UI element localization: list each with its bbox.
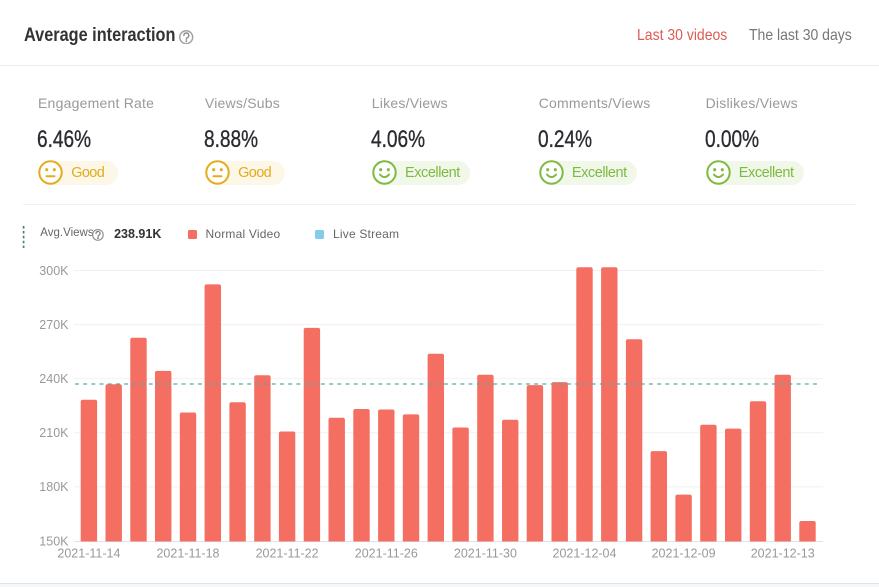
svg-text:180K: 180K — [39, 480, 69, 494]
svg-text:2021-12-04: 2021-12-04 — [553, 547, 617, 561]
svg-text:2021-11-18: 2021-11-18 — [156, 547, 219, 561]
svg-text:150K: 150K — [39, 534, 69, 548]
svg-text:240K: 240K — [39, 372, 69, 386]
svg-text:2021-12-13: 2021-12-13 — [751, 547, 815, 561]
svg-text:2021-11-22: 2021-11-22 — [256, 547, 319, 561]
svg-text:2021-11-14: 2021-11-14 — [57, 547, 120, 561]
svg-text:210K: 210K — [39, 426, 69, 440]
svg-text:2021-11-26: 2021-11-26 — [355, 547, 418, 561]
svg-text:2021-11-30: 2021-11-30 — [454, 547, 517, 561]
svg-text:300K: 300K — [39, 264, 69, 278]
svg-text:270K: 270K — [39, 318, 69, 332]
svg-text:2021-12-09: 2021-12-09 — [652, 547, 716, 561]
